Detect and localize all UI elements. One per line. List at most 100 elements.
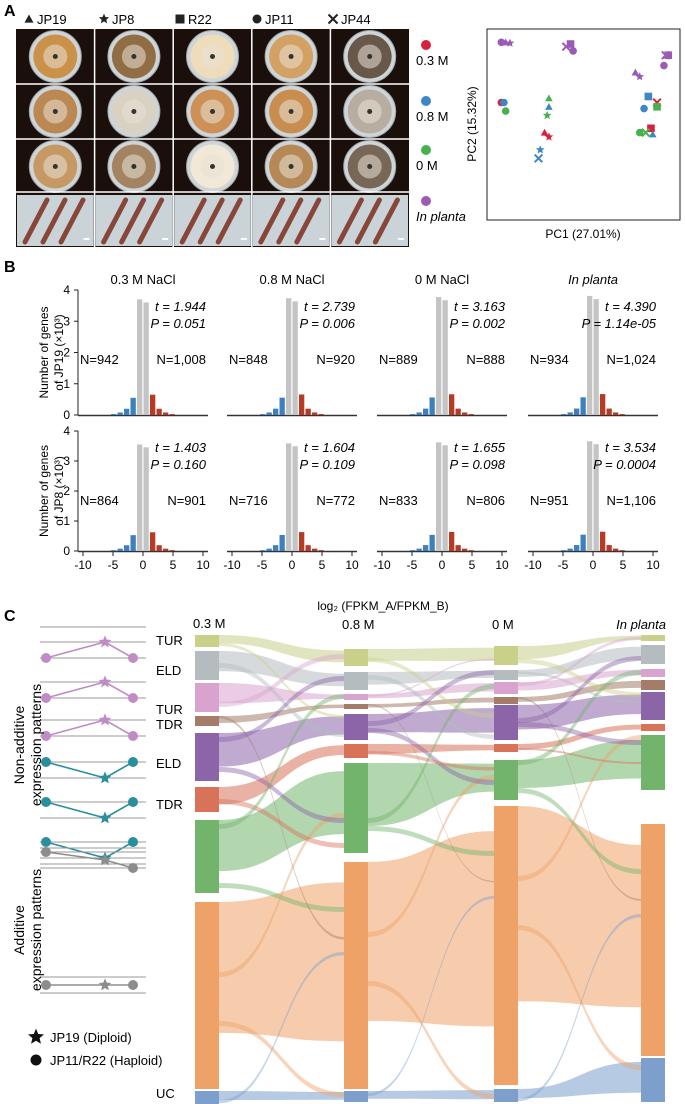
histogram-bar [613,412,619,415]
histogram-bar [279,397,285,415]
histogram-bar [468,550,474,551]
alluvial-flow [518,694,641,730]
alluvial-flow [518,739,641,788]
histogram-bar [455,545,461,551]
alluvial-column-labels: 0.3 M 0.8 M 0 M In planta [193,616,666,632]
histogram-bar [163,412,169,415]
x-tick-label: 5 [620,558,627,572]
alluvial-node [494,1089,518,1102]
alluvial-node [641,680,665,690]
alluvial-flow [368,670,494,726]
histogram-bar [150,532,156,551]
scale-bar [398,238,404,240]
x-tick-label: -5 [257,558,268,572]
histogram-bar [416,548,422,551]
n-left: N=951 [530,493,569,508]
category-label: ELD [156,756,181,771]
histogram-bar [462,412,468,415]
diploid-point [98,811,112,824]
x-tick-label: 0 [289,558,296,572]
alluvial-flow [518,671,641,704]
alluvial-flow [518,635,641,660]
histogram-bar [600,531,606,551]
alluvial-flow [368,704,494,883]
alluvial-node [641,735,665,790]
alluvial-flow [219,716,344,767]
alluvial-flow [219,676,344,742]
alluvial-node [494,760,518,800]
stat-t: t = 1.403 [155,440,207,455]
haploid-point [128,693,138,703]
stat-t: t = 1.604 [304,440,355,455]
haploid-point [41,693,51,703]
alluvial-flow [219,683,344,704]
y-tick-label: 0 [63,408,70,422]
stat-p: P = 0.0004 [593,457,656,472]
n-right: N=1,008 [156,352,206,367]
histogram-bar [587,295,593,415]
alluvial-flow [518,1061,641,1099]
histogram-bar [436,297,442,415]
haploid-point [41,837,51,847]
alluvial-node [195,635,219,647]
strain-marker-JP44 [327,13,339,25]
alluvial-node [344,714,368,740]
diploid-point [98,978,112,991]
pca-point [648,130,657,138]
histogram-ylabel: Number of genes [37,445,51,537]
hypha-cell [179,197,207,245]
stat-p: P = 0.051 [150,316,206,331]
histogram-bar [410,550,416,551]
y-tick-label: 4 [63,283,70,297]
haploid-point [41,980,51,990]
stat-t: t = 4.390 [605,299,657,314]
ploidy-legend: JP19 (Diploid) JP11/R22 (Haploid) [28,1028,162,1068]
histogram-bar [468,414,474,415]
alluvial-flow [368,675,494,739]
hypha-cell [197,197,225,245]
histogram-ylabel: Number of genes [37,306,51,398]
n-left: N=716 [229,493,268,508]
inoculum-point [288,109,294,114]
strain-label-JP19: JP19 [37,12,67,27]
x-tick-label: 5 [469,558,476,572]
histogram-bar [423,545,429,551]
histogram-bar [567,548,573,551]
histogram-bar [156,545,162,551]
histogram-bar [606,408,612,415]
x-tick-label: 10 [196,558,210,572]
strain-label-JP44: JP44 [341,12,371,27]
x-tick-label: -5 [108,558,119,572]
histogram-bar [410,414,416,415]
alluvial-node [494,744,518,752]
alluvial-flow [219,813,344,977]
plate-grid [16,29,409,247]
alluvial-flow [219,663,344,737]
alluvial-flow [368,684,494,823]
histogram-bar [449,531,455,551]
pattern-line [45,641,134,659]
hypha-cell [215,197,243,245]
pca-point [635,72,645,81]
alluvial-flow [219,883,344,912]
strain-label-JP8: JP8 [112,12,134,27]
x-tick-label: 10 [495,558,509,572]
alluvial-flow [219,952,344,1104]
pca-point [640,104,648,113]
histogram-bar [561,414,567,415]
pca-point-b [641,128,651,138]
hypha-cell [336,197,364,245]
histogram-bar [613,548,619,551]
inoculum-point [131,164,137,169]
alluvial-node [641,1058,665,1102]
alluvial-flow [368,728,494,785]
alluvial-flow [518,656,641,723]
inoculum-point [210,54,215,59]
pca-point [501,38,510,46]
histogram-bar [130,397,136,415]
hypha-cell [137,197,165,245]
n-left: N=934 [530,352,569,367]
alluvial-node [344,649,368,666]
histogram-bar [574,545,580,551]
